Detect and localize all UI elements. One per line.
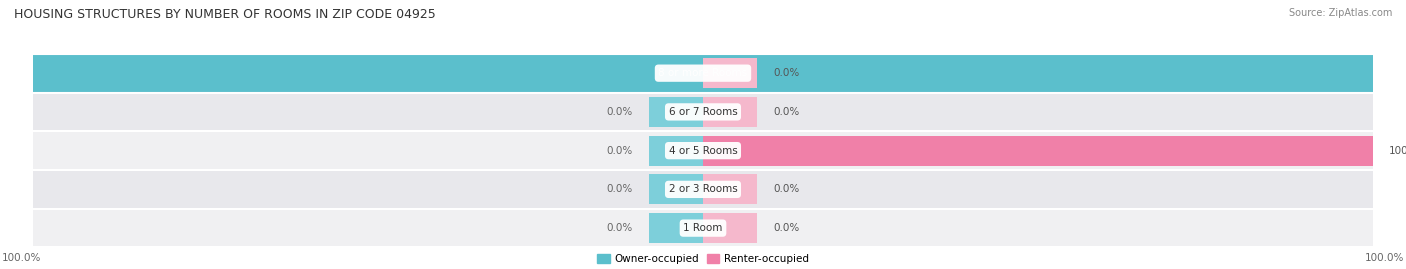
Bar <box>650 213 703 243</box>
Text: 0.0%: 0.0% <box>606 107 633 117</box>
Text: 100.0%: 100.0% <box>1389 146 1406 156</box>
Bar <box>34 209 1372 247</box>
Bar <box>650 97 703 127</box>
Bar <box>34 58 703 88</box>
Text: 6 or 7 Rooms: 6 or 7 Rooms <box>669 107 737 117</box>
Text: HOUSING STRUCTURES BY NUMBER OF ROOMS IN ZIP CODE 04925: HOUSING STRUCTURES BY NUMBER OF ROOMS IN… <box>14 8 436 21</box>
Text: 100.0%: 100.0% <box>1365 253 1405 263</box>
Bar <box>34 131 1372 170</box>
Text: Source: ZipAtlas.com: Source: ZipAtlas.com <box>1288 8 1392 18</box>
Legend: Owner-occupied, Renter-occupied: Owner-occupied, Renter-occupied <box>598 254 808 264</box>
Bar <box>703 136 1372 166</box>
Bar <box>703 97 756 127</box>
Text: 0.0%: 0.0% <box>773 107 800 117</box>
Bar <box>703 213 756 243</box>
Bar <box>34 170 1372 209</box>
Text: 0.0%: 0.0% <box>606 146 633 156</box>
Text: 1 Room: 1 Room <box>683 223 723 233</box>
Text: 0.0%: 0.0% <box>773 68 800 78</box>
Bar <box>34 93 1372 131</box>
Text: 0.0%: 0.0% <box>606 223 633 233</box>
Text: 2 or 3 Rooms: 2 or 3 Rooms <box>669 184 737 194</box>
Text: 8 or more Rooms: 8 or more Rooms <box>658 68 748 78</box>
Bar <box>650 136 703 166</box>
Bar <box>703 174 756 204</box>
Bar <box>34 54 1372 93</box>
Bar <box>650 174 703 204</box>
Text: 100.0%: 100.0% <box>0 68 17 78</box>
Bar <box>703 58 756 88</box>
Text: 0.0%: 0.0% <box>773 184 800 194</box>
Text: 0.0%: 0.0% <box>773 223 800 233</box>
Text: 100.0%: 100.0% <box>1 253 41 263</box>
Text: 0.0%: 0.0% <box>606 184 633 194</box>
Bar <box>34 54 1372 93</box>
Text: 4 or 5 Rooms: 4 or 5 Rooms <box>669 146 737 156</box>
